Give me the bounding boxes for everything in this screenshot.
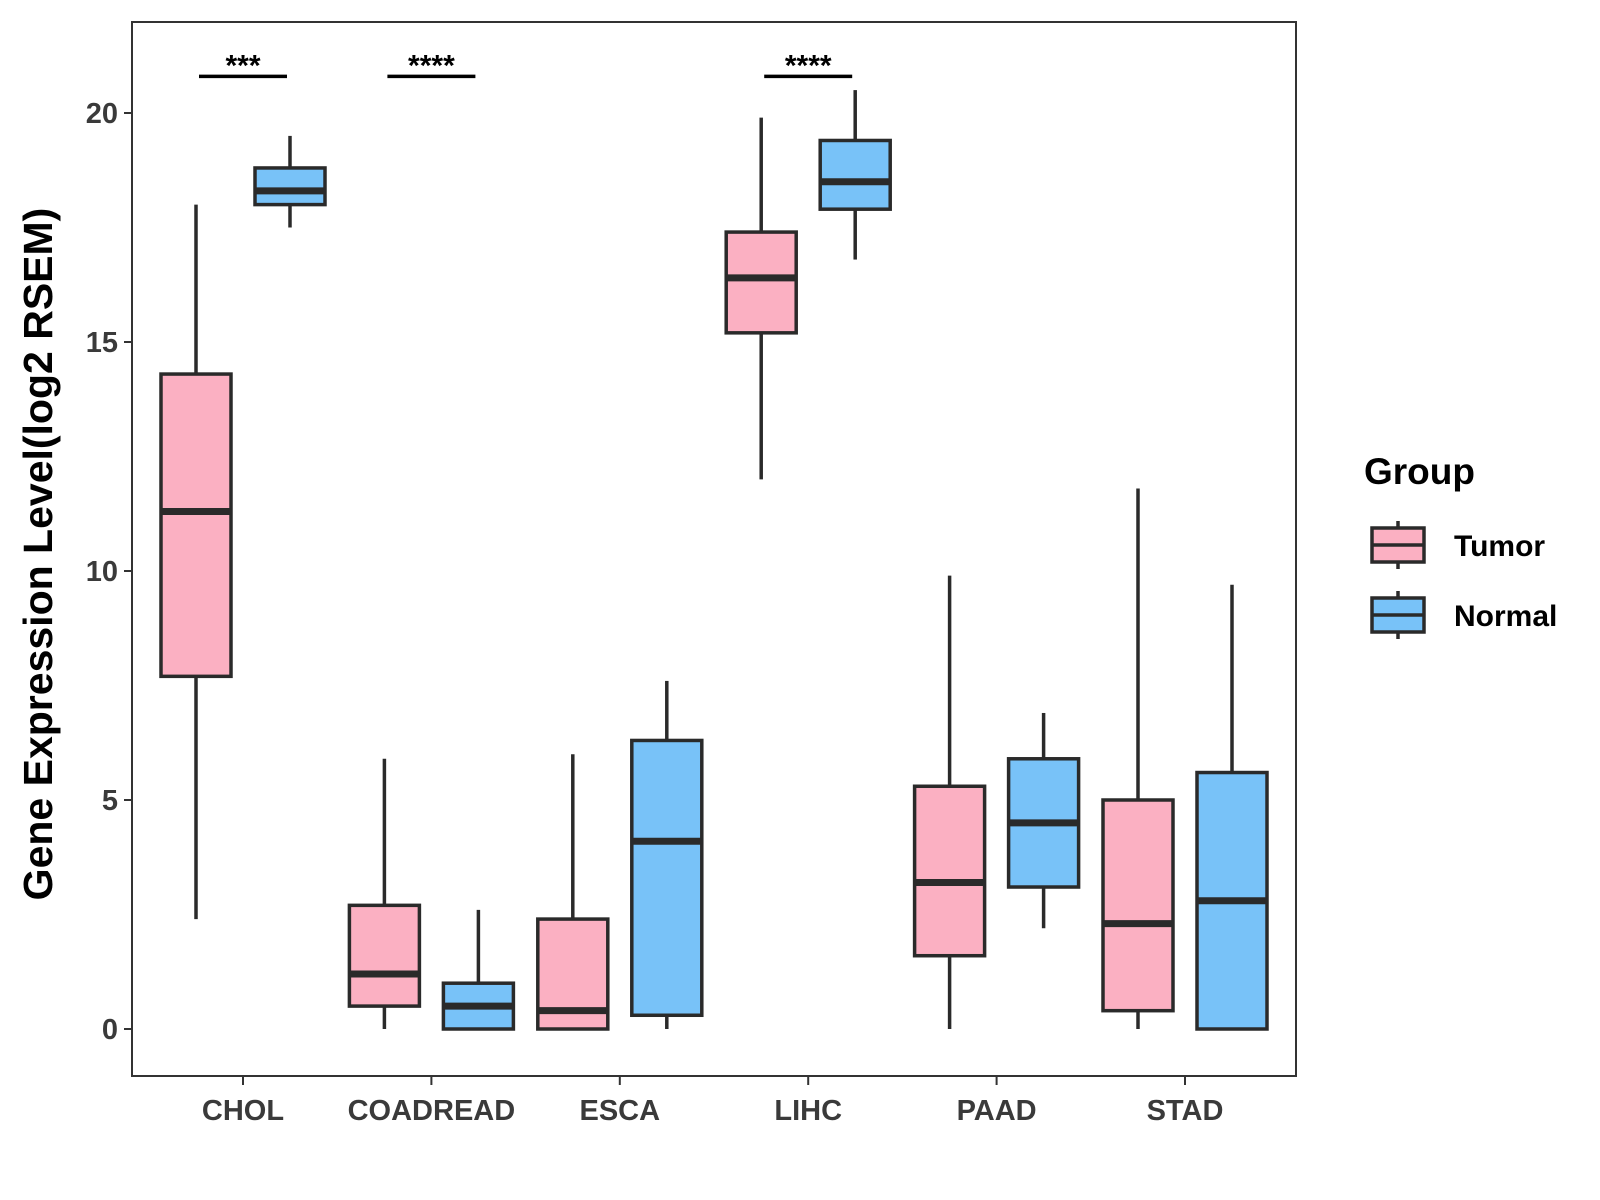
box-normal-lihc (818, 90, 892, 260)
box-tumor-stad (1101, 488, 1175, 1029)
box-normal-coadread (441, 909, 516, 1031)
legend-label-normal: Normal (1454, 600, 1557, 633)
significance-label: *** (225, 49, 260, 82)
legend: Tumor Normal (1370, 521, 1557, 639)
box-iqr (818, 138, 892, 211)
y-axis-title: Gene Expression Level(log2 RSEM) (15, 208, 61, 901)
y-tick-label: 10 (86, 556, 118, 588)
x-tick-label: STAD (1147, 1095, 1224, 1127)
legend-title: Group (1364, 451, 1475, 492)
box-normal-esca (630, 680, 704, 1029)
y-tick-label: 5 (102, 785, 118, 817)
box-iqr (630, 738, 704, 1018)
box-tumor-esca (536, 754, 610, 1031)
box-iqr (912, 784, 987, 958)
x-tick-label: CHOL (202, 1095, 284, 1127)
box-tumor-chol (159, 204, 233, 920)
box-normal-paad (1006, 712, 1081, 929)
legend-key-tumor (1370, 521, 1426, 569)
box-tumor-lihc (724, 117, 798, 480)
box-iqr (253, 166, 327, 207)
x-tick-label: COADREAD (348, 1095, 516, 1127)
box-normal-stad (1195, 584, 1269, 1031)
y-tick-label: 0 (102, 1014, 118, 1046)
box-iqr (347, 903, 422, 1008)
box-tumor-paad (912, 575, 987, 1029)
box-iqr (724, 230, 798, 335)
significance-label: **** (785, 49, 832, 82)
x-tick-label: PAAD (957, 1095, 1037, 1127)
significance-label: **** (408, 49, 455, 82)
box-normal-chol (253, 135, 327, 228)
x-tick-label: LIHC (774, 1095, 842, 1127)
x-tick-label: ESCA (580, 1095, 661, 1127)
box-iqr (1101, 798, 1175, 1013)
box-iqr (159, 372, 233, 679)
box-tumor-coadread (347, 758, 422, 1029)
legend-key-normal (1370, 591, 1426, 639)
y-tick-label: 15 (86, 327, 118, 359)
legend-label-tumor: Tumor (1454, 530, 1545, 563)
plot-panel-border (131, 21, 1297, 1077)
y-tick-label: 20 (86, 98, 118, 130)
